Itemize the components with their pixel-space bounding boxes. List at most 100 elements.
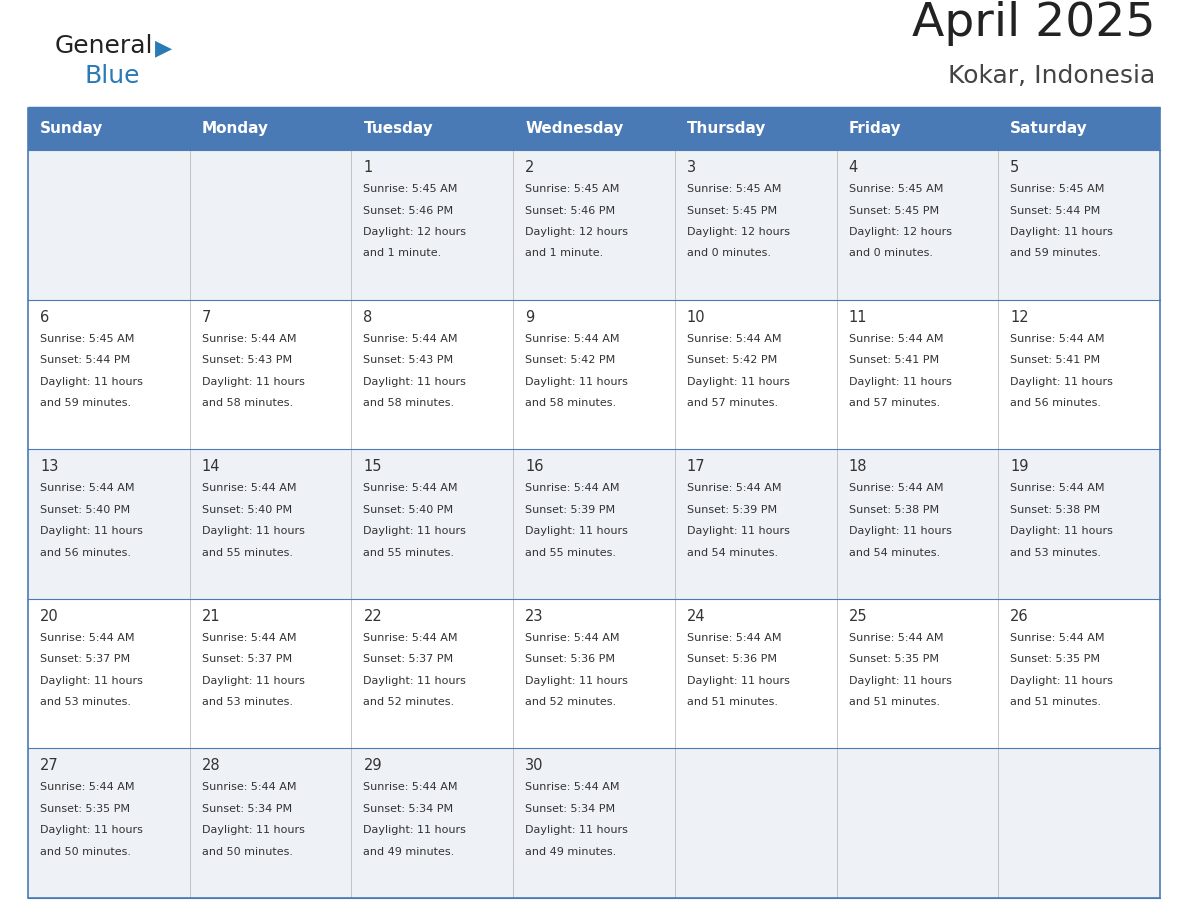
Text: 9: 9 [525,309,535,325]
Text: and 0 minutes.: and 0 minutes. [687,249,771,259]
Text: Sunset: 5:40 PM: Sunset: 5:40 PM [202,505,292,515]
Text: Daylight: 12 hours: Daylight: 12 hours [848,227,952,237]
Text: Blue: Blue [86,64,140,88]
Text: Sunrise: 5:44 AM: Sunrise: 5:44 AM [525,333,620,343]
Text: Sunset: 5:45 PM: Sunset: 5:45 PM [848,206,939,216]
Text: and 56 minutes.: and 56 minutes. [40,548,131,558]
Polygon shape [836,108,998,150]
Text: Daylight: 12 hours: Daylight: 12 hours [687,227,790,237]
Text: Wednesday: Wednesday [525,121,624,137]
Text: 5: 5 [1010,160,1019,175]
Text: and 50 minutes.: and 50 minutes. [202,847,292,856]
Text: and 53 minutes.: and 53 minutes. [202,698,292,707]
Text: 12: 12 [1010,309,1029,325]
Text: 21: 21 [202,609,220,624]
Text: April 2025: April 2025 [911,1,1155,46]
Text: Sunrise: 5:45 AM: Sunrise: 5:45 AM [40,333,134,343]
Text: and 56 minutes.: and 56 minutes. [1010,398,1101,409]
Text: Sunrise: 5:44 AM: Sunrise: 5:44 AM [364,633,457,643]
Text: Sunset: 5:43 PM: Sunset: 5:43 PM [202,355,292,365]
Polygon shape [998,108,1159,150]
Text: Daylight: 11 hours: Daylight: 11 hours [364,526,467,536]
Text: Sunrise: 5:44 AM: Sunrise: 5:44 AM [525,633,620,643]
Text: Sunrise: 5:44 AM: Sunrise: 5:44 AM [848,483,943,493]
Text: Daylight: 12 hours: Daylight: 12 hours [525,227,628,237]
Text: Sunrise: 5:44 AM: Sunrise: 5:44 AM [525,782,620,792]
Polygon shape [675,108,836,150]
Text: Daylight: 11 hours: Daylight: 11 hours [364,376,467,386]
Polygon shape [352,108,513,150]
Text: Friday: Friday [848,121,902,137]
Text: Daylight: 11 hours: Daylight: 11 hours [525,526,628,536]
Text: Daylight: 11 hours: Daylight: 11 hours [40,526,143,536]
Text: Sunset: 5:35 PM: Sunset: 5:35 PM [1010,655,1100,665]
Text: Sunset: 5:40 PM: Sunset: 5:40 PM [364,505,454,515]
Text: Sunrise: 5:44 AM: Sunrise: 5:44 AM [202,633,296,643]
Text: Sunrise: 5:44 AM: Sunrise: 5:44 AM [687,633,782,643]
Text: and 57 minutes.: and 57 minutes. [848,398,940,409]
Text: Sunset: 5:34 PM: Sunset: 5:34 PM [364,804,454,814]
Polygon shape [29,299,1159,449]
Text: and 53 minutes.: and 53 minutes. [1010,548,1101,558]
Text: Sunrise: 5:44 AM: Sunrise: 5:44 AM [364,333,457,343]
Text: Daylight: 11 hours: Daylight: 11 hours [202,676,304,686]
Text: 4: 4 [848,160,858,175]
Text: 11: 11 [848,309,867,325]
Text: 22: 22 [364,609,383,624]
Polygon shape [190,108,352,150]
Text: Sunrise: 5:45 AM: Sunrise: 5:45 AM [1010,184,1105,194]
Text: Tuesday: Tuesday [364,121,434,137]
Text: Daylight: 11 hours: Daylight: 11 hours [687,376,790,386]
Text: Sunset: 5:45 PM: Sunset: 5:45 PM [687,206,777,216]
Text: 13: 13 [40,459,58,475]
Text: Sunrise: 5:45 AM: Sunrise: 5:45 AM [525,184,619,194]
Text: 26: 26 [1010,609,1029,624]
Text: 19: 19 [1010,459,1029,475]
Text: Kokar, Indonesia: Kokar, Indonesia [948,64,1155,88]
Text: Sunrise: 5:44 AM: Sunrise: 5:44 AM [202,483,296,493]
Text: Sunrise: 5:44 AM: Sunrise: 5:44 AM [687,483,782,493]
Text: ▶: ▶ [154,38,172,58]
Text: Sunset: 5:34 PM: Sunset: 5:34 PM [525,804,615,814]
Text: 30: 30 [525,758,544,773]
Text: Thursday: Thursday [687,121,766,137]
Text: and 51 minutes.: and 51 minutes. [1010,698,1101,707]
Text: Daylight: 11 hours: Daylight: 11 hours [848,526,952,536]
Text: Daylight: 11 hours: Daylight: 11 hours [525,376,628,386]
Text: 3: 3 [687,160,696,175]
Text: Daylight: 11 hours: Daylight: 11 hours [202,376,304,386]
Text: Sunset: 5:35 PM: Sunset: 5:35 PM [848,655,939,665]
Text: Daylight: 11 hours: Daylight: 11 hours [1010,676,1113,686]
Text: 6: 6 [40,309,49,325]
Text: and 58 minutes.: and 58 minutes. [364,398,455,409]
Text: 27: 27 [40,758,58,773]
Text: 10: 10 [687,309,706,325]
Polygon shape [29,748,1159,898]
Text: Sunset: 5:36 PM: Sunset: 5:36 PM [525,655,615,665]
Text: Daylight: 11 hours: Daylight: 11 hours [1010,376,1113,386]
Text: Sunrise: 5:44 AM: Sunrise: 5:44 AM [40,633,134,643]
Text: and 51 minutes.: and 51 minutes. [687,698,778,707]
Text: Sunrise: 5:44 AM: Sunrise: 5:44 AM [1010,333,1105,343]
Text: Sunset: 5:36 PM: Sunset: 5:36 PM [687,655,777,665]
Text: Daylight: 11 hours: Daylight: 11 hours [848,376,952,386]
Text: Sunset: 5:46 PM: Sunset: 5:46 PM [364,206,454,216]
Text: 25: 25 [848,609,867,624]
Text: Daylight: 11 hours: Daylight: 11 hours [40,676,143,686]
Text: Daylight: 11 hours: Daylight: 11 hours [202,825,304,835]
Text: Sunset: 5:41 PM: Sunset: 5:41 PM [1010,355,1100,365]
Text: Daylight: 11 hours: Daylight: 11 hours [1010,526,1113,536]
Text: Daylight: 11 hours: Daylight: 11 hours [40,376,143,386]
Text: General: General [55,34,153,58]
Text: and 57 minutes.: and 57 minutes. [687,398,778,409]
Text: Sunrise: 5:44 AM: Sunrise: 5:44 AM [364,483,457,493]
Text: 24: 24 [687,609,706,624]
Text: Sunset: 5:39 PM: Sunset: 5:39 PM [687,505,777,515]
Text: 23: 23 [525,609,544,624]
Text: and 55 minutes.: and 55 minutes. [202,548,292,558]
Text: and 49 minutes.: and 49 minutes. [364,847,455,856]
Text: Daylight: 11 hours: Daylight: 11 hours [525,676,628,686]
Text: and 58 minutes.: and 58 minutes. [202,398,292,409]
Text: Daylight: 11 hours: Daylight: 11 hours [364,825,467,835]
Text: and 0 minutes.: and 0 minutes. [848,249,933,259]
